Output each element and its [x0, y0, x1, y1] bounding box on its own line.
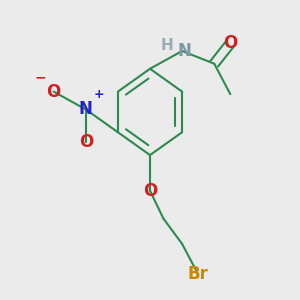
Text: −: −	[34, 70, 46, 85]
Text: O: O	[223, 34, 237, 52]
Text: N: N	[79, 100, 93, 118]
Text: H: H	[161, 38, 174, 53]
Text: O: O	[143, 182, 157, 200]
Text: O: O	[79, 134, 93, 152]
Text: N: N	[178, 42, 192, 60]
Text: Br: Br	[188, 266, 208, 284]
Text: O: O	[46, 82, 61, 100]
Text: +: +	[93, 88, 104, 101]
